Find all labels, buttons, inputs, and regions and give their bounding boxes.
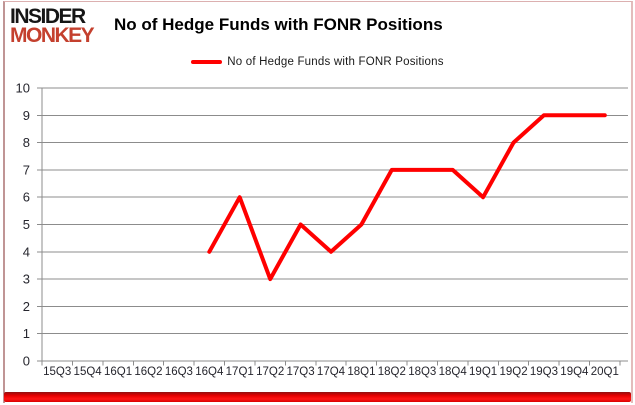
y-axis-label: 9 xyxy=(23,108,30,123)
y-axis-label: 8 xyxy=(23,135,30,150)
x-axis-label: 17Q3 xyxy=(287,366,315,378)
x-axis-label: 18Q4 xyxy=(439,366,468,378)
x-axis-label: 18Q2 xyxy=(378,366,406,378)
x-axis-label: 17Q2 xyxy=(256,366,284,378)
x-axis-label: 16Q1 xyxy=(104,366,132,378)
x-axis-label: 18Q3 xyxy=(408,366,436,378)
x-axis-label: 17Q1 xyxy=(226,366,254,378)
insider-monkey-logo: INSIDER MONKEY xyxy=(10,5,95,47)
x-axis-label: 16Q4 xyxy=(195,366,224,378)
legend-label: No of Hedge Funds with FONR Positions xyxy=(227,56,444,68)
x-axis-label: 16Q3 xyxy=(165,366,193,378)
logo-word-insider: INSIDER xyxy=(10,5,86,28)
x-axis-label: 19Q4 xyxy=(560,366,589,378)
x-axis-label: 15Q4 xyxy=(74,366,103,378)
x-axis-label: 16Q2 xyxy=(134,366,162,378)
x-axis-label: 15Q3 xyxy=(43,366,71,378)
x-axis-label: 19Q1 xyxy=(469,366,497,378)
bottom-red-bar xyxy=(4,392,631,402)
y-axis-label: 3 xyxy=(23,272,30,287)
x-axis-label: 20Q1 xyxy=(591,366,619,378)
x-axis-label: 19Q3 xyxy=(530,366,558,378)
legend-line-swatch xyxy=(191,60,223,64)
legend: No of Hedge Funds with FONR Positions xyxy=(0,56,635,68)
y-axis-label: 10 xyxy=(16,81,30,96)
y-axis-label: 0 xyxy=(23,354,30,369)
x-axis-label: 19Q2 xyxy=(499,366,527,378)
y-axis-label: 5 xyxy=(23,217,30,232)
y-axis-label: 2 xyxy=(23,299,30,314)
x-axis-label: 17Q4 xyxy=(317,366,346,378)
logo-word-monkey: MONKEY xyxy=(10,23,95,47)
y-axis-label: 1 xyxy=(23,326,30,341)
y-axis-label: 6 xyxy=(23,190,30,205)
x-axis-label: 18Q1 xyxy=(347,366,375,378)
data-line-series xyxy=(207,113,607,282)
y-axis-label: 4 xyxy=(23,244,30,259)
chart-title: No of Hedge Funds with FONR Positions xyxy=(114,15,443,34)
y-axis-label: 7 xyxy=(23,162,30,177)
